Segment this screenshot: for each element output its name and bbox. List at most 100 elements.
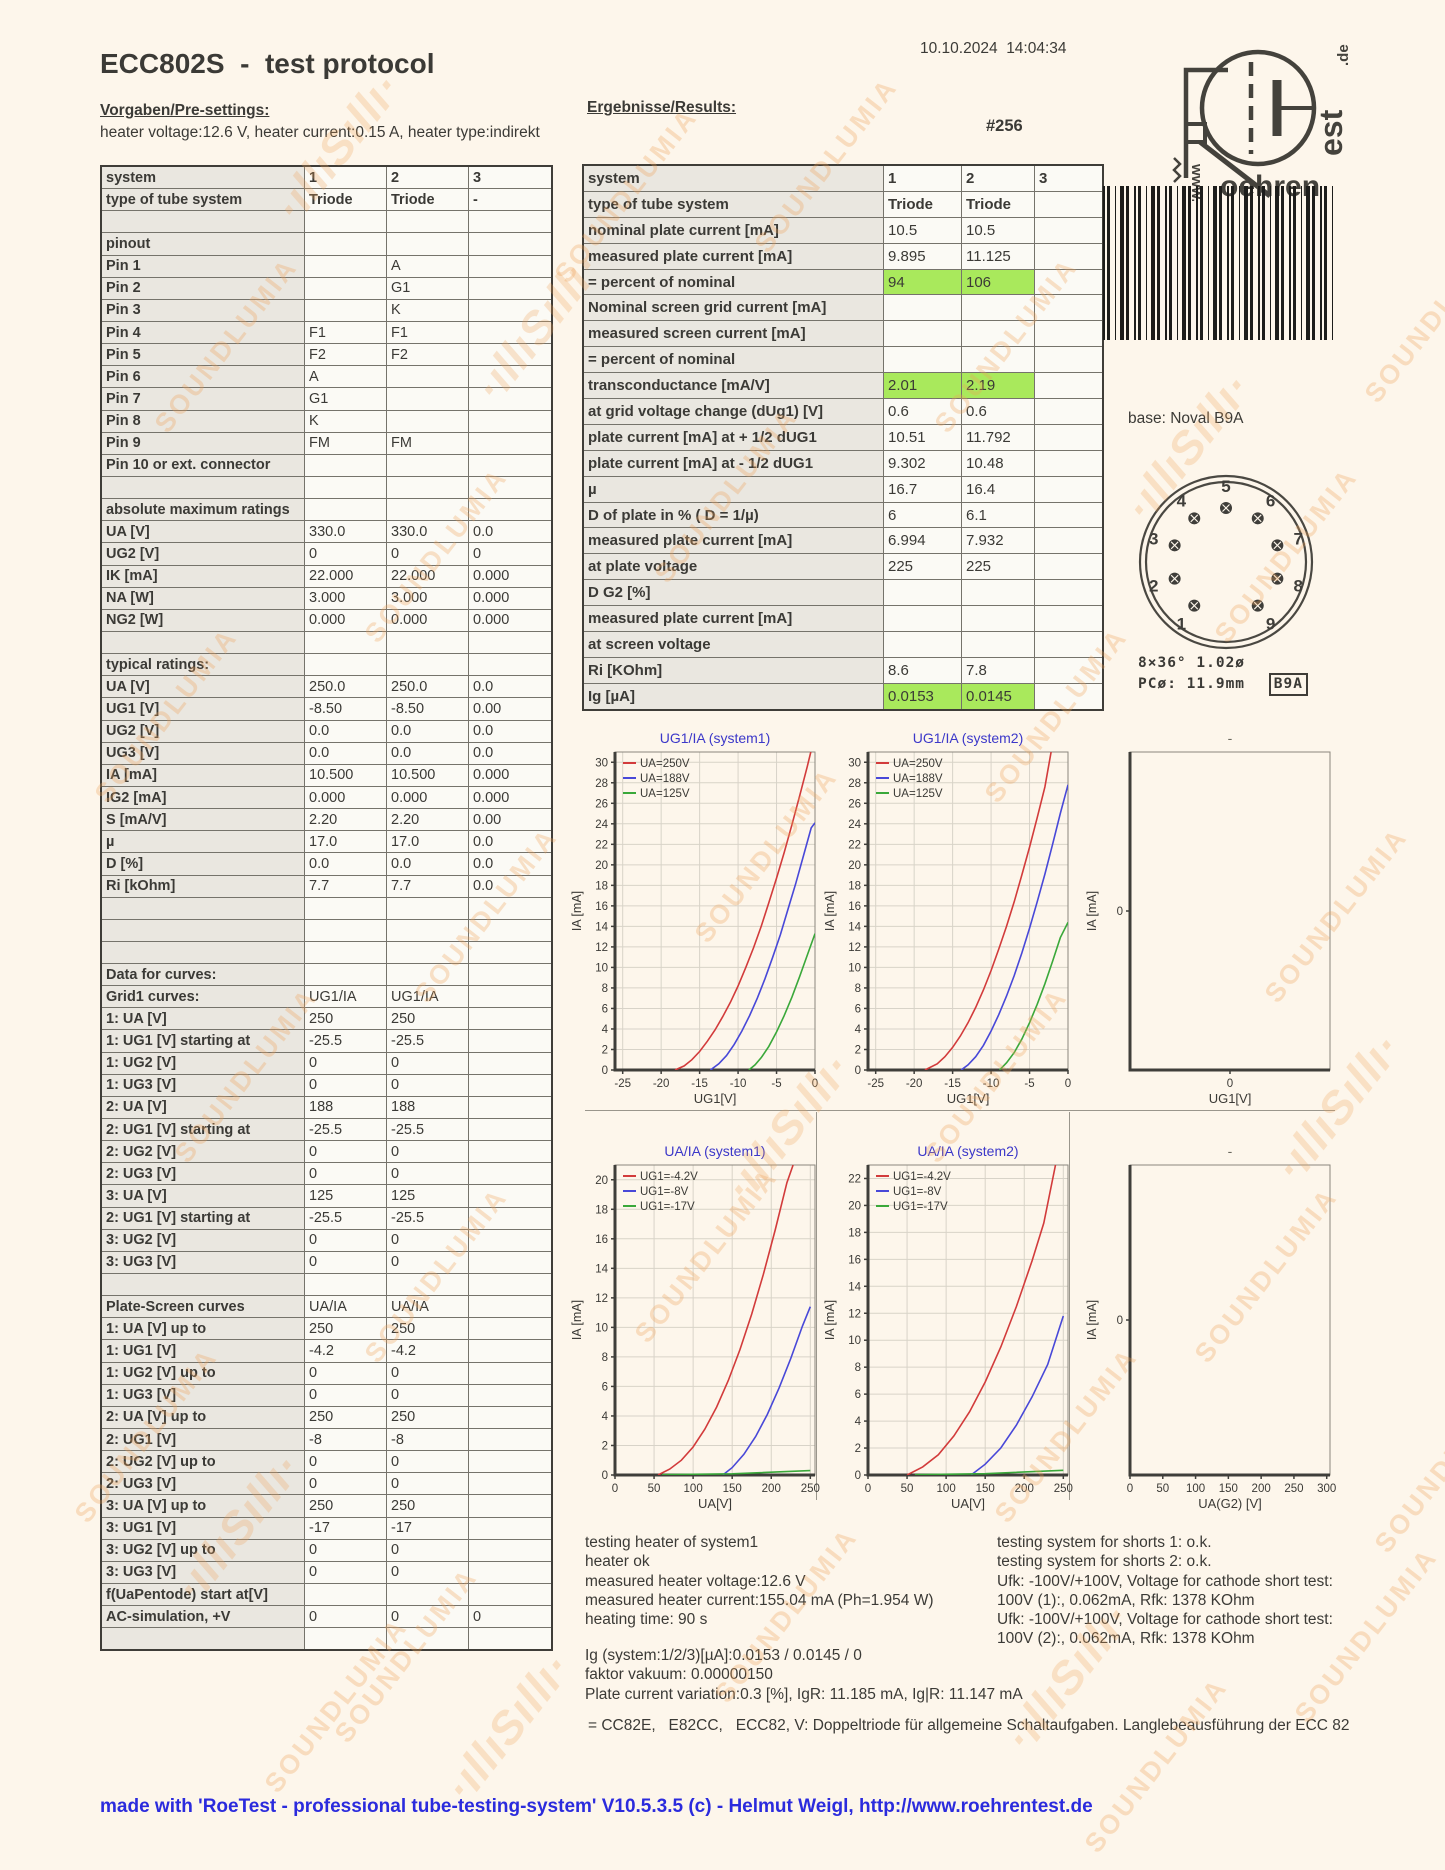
row-value (305, 454, 387, 476)
x-tick-label: 0 (1127, 1483, 1133, 1495)
table-row (102, 211, 551, 234)
row-value (962, 580, 1035, 606)
curve-UG1=-17V (914, 1469, 1064, 1475)
x-tick-label: 250 (801, 1483, 820, 1495)
x-tick-label: 200 (1015, 1483, 1034, 1495)
row-value: 17.0 (387, 831, 469, 853)
table-row: 2: UG2 [V] up to 0 0 (102, 1451, 551, 1474)
y-tick-label: 18 (595, 880, 608, 892)
table-row: µ 17.0 17.0 0.0 (102, 831, 551, 854)
row-value: 2 (387, 167, 469, 189)
legend-entry: UG1=-17V (893, 1201, 948, 1213)
y-tick-label: 16 (848, 1254, 861, 1266)
row-label: S [mA/V] (102, 809, 305, 831)
x-tick-label: 50 (648, 1483, 661, 1495)
row-value: 0 (305, 1451, 387, 1473)
row-value (469, 255, 551, 277)
row-value: 0.000 (469, 764, 551, 786)
x-axis-label: UA[V] (951, 1496, 985, 1511)
row-label: measured plate current [mA] (584, 528, 884, 554)
row-value: UA/IA (305, 1296, 387, 1318)
table-row: 2: UG1 [V] starting at -25.5 -25.5 (102, 1119, 551, 1142)
row-label: Ig [µA] (584, 683, 884, 709)
row-value: 0 (469, 1606, 551, 1628)
row-value (962, 321, 1035, 347)
table-row: Ig [µA] 0.0153 0.0145 (584, 683, 1102, 709)
curve-UG1=-4.2V (906, 1165, 1057, 1475)
chart-title: UA/IA (system1) (664, 1143, 765, 1159)
y-tick-label: 12 (848, 942, 861, 954)
x-tick-label: -10 (983, 1078, 1000, 1090)
y-tick-label: 22 (595, 839, 608, 851)
row-label: system (584, 166, 884, 191)
row-value: 0 (305, 1539, 387, 1561)
row-value (305, 897, 387, 919)
row-value: A (387, 255, 469, 277)
chart-2: 0 2 4 6 8 10 12 14 16 18 20 22 24 26 28 30 -25 -20 -15 -10-… (813, 730, 1078, 1117)
row-value (305, 233, 387, 255)
curve-UG1=-4.2V (657, 1165, 794, 1475)
row-value: 11.125 (962, 243, 1035, 269)
row-value (469, 388, 551, 410)
row-value (1035, 580, 1102, 606)
table-row (102, 1628, 551, 1650)
y-tick-label: 6 (855, 1389, 861, 1401)
row-label: f(UaPentode) start at[V] (102, 1584, 305, 1606)
row-label: 2: UG3 [V] (102, 1163, 305, 1185)
chart-1: 0 2 4 6 8 10 12 14 16 18 20 22 24 26 28 30 -25 -20 -15 -10-… (560, 730, 825, 1117)
row-value: 250 (387, 1495, 469, 1517)
row-value: 0 (387, 1229, 469, 1251)
row-value: -25.5 (305, 1207, 387, 1229)
chart-title: UA/IA (system2) (917, 1143, 1018, 1159)
table-row (102, 897, 551, 920)
y-tick-label: 16 (848, 901, 861, 913)
table-row: 3: UG3 [V] 0 0 (102, 1251, 551, 1275)
chart-canvas: 0 0 50 100 150 200 250 300 UA(G2) [V] IA [mA] - (1085, 1143, 1336, 1511)
curve-UA=125V (748, 933, 815, 1070)
row-label: UA [V] (102, 521, 305, 543)
row-value: 0 (305, 543, 387, 565)
separator-line (816, 1112, 817, 1500)
x-tick-label: -20 (906, 1078, 923, 1090)
legend-entry: UA=188V (640, 773, 690, 785)
row-value (469, 277, 551, 299)
row-value: G1 (305, 388, 387, 410)
y-tick-label: 16 (595, 901, 608, 913)
row-value (884, 632, 962, 657)
row-label: UG2 [V] (102, 720, 305, 742)
x-tick-label: 200 (1252, 1483, 1271, 1495)
x-tick-label: 300 (1317, 1483, 1336, 1495)
table-row: Ri [kOhm] 7.7 7.7 0.0 (102, 875, 551, 898)
y-tick-label: 4 (602, 1024, 609, 1036)
row-value (469, 919, 551, 941)
note-line: 100V (1):, 0.062mA, Rfk: 1378 KOhm (997, 1591, 1255, 1609)
row-value: 250 (305, 1495, 387, 1517)
watermark-text: SOUNDLUMIA (1358, 222, 1445, 409)
x-tick-label: -5 (1024, 1078, 1034, 1090)
table-row: 1: UG2 [V] 0 0 (102, 1052, 551, 1075)
row-value: Triode (387, 189, 469, 211)
serial-number: #256 (986, 117, 1023, 135)
row-value (469, 1229, 551, 1251)
row-value: 2.20 (387, 809, 469, 831)
row-value (962, 606, 1035, 632)
row-value (387, 211, 469, 233)
table-row: 3: UG2 [V] 0 0 (102, 1229, 551, 1252)
y-tick-label: 8 (602, 983, 608, 995)
x-axis-label: UG1[V] (1209, 1091, 1252, 1106)
row-value (469, 1561, 551, 1583)
row-value (1035, 632, 1102, 657)
tube-envelope-icon (1199, 49, 1317, 167)
shorts-test-notes: testing system for shorts 1: o.k. testing… (997, 1533, 1333, 1649)
row-label: 2: UG1 [V] starting at (102, 1119, 305, 1141)
note-line: measured heater current:155.04 mA (Ph=1.… (585, 1591, 934, 1609)
row-value: UG1/IA (387, 986, 469, 1008)
row-value: 225 (884, 554, 962, 580)
table-row: 1: UG3 [V] 0 0 (102, 1384, 551, 1407)
row-label (102, 919, 305, 941)
row-value: 0 (305, 1384, 387, 1406)
y-tick-label: 0 (1117, 1315, 1123, 1327)
row-value: 0.000 (305, 609, 387, 631)
row-value: 0.0 (469, 831, 551, 853)
